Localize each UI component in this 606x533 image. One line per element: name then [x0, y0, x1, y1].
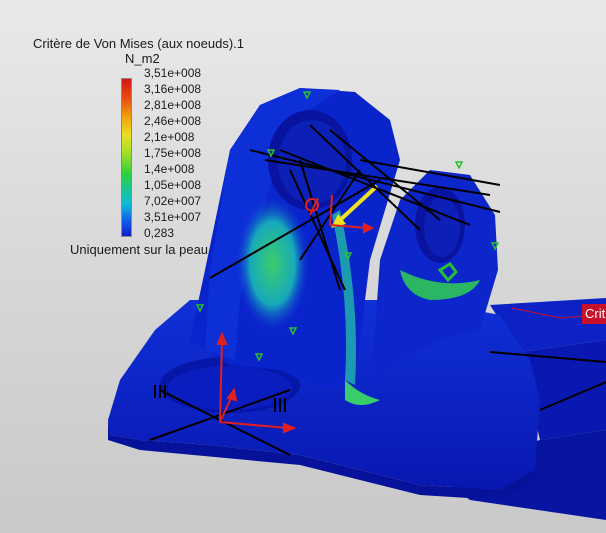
- legend-color-bar: [121, 78, 132, 237]
- legend-tick: 2,46e+008: [144, 114, 202, 128]
- axis-system-base: [216, 331, 297, 434]
- legend-tick: 1,75e+008: [144, 146, 202, 160]
- legend-tick: 1,05e+008: [144, 178, 202, 192]
- left-clevis-ear: [190, 88, 400, 390]
- restraint-markers: [195, 91, 500, 362]
- callout-leader: [511, 307, 585, 319]
- legend-tick: 2,1e+008: [144, 130, 195, 144]
- legend-tick: 3,16e+008: [144, 82, 202, 96]
- stress-legend[interactable]: Critère de Von Mises (aux noeuds).1 N_m2…: [0, 0, 260, 260]
- legend-skin-note: Uniquement sur la peau: [70, 242, 209, 257]
- legend-tick: 7,02e+007: [144, 194, 202, 208]
- restraint-lines: [149, 124, 606, 456]
- axis-system-pin: [305, 194, 375, 234]
- legend-tick: 1,4e+008: [144, 162, 195, 176]
- right-clevis-ear: [345, 170, 498, 405]
- legend-unit: N_m2: [125, 51, 160, 66]
- clamp-symbols: [154, 385, 286, 412]
- legend-tick: 3,51e+007: [144, 210, 202, 224]
- legend-tick: 2,81e+008: [144, 98, 202, 112]
- criterion-callout[interactable]: Crit: [582, 304, 606, 324]
- legend-tick: 3,51e+008: [144, 66, 202, 80]
- legend-tick: 0,283: [144, 226, 175, 240]
- legend-title: Critère de Von Mises (aux noeuds).1: [33, 36, 244, 51]
